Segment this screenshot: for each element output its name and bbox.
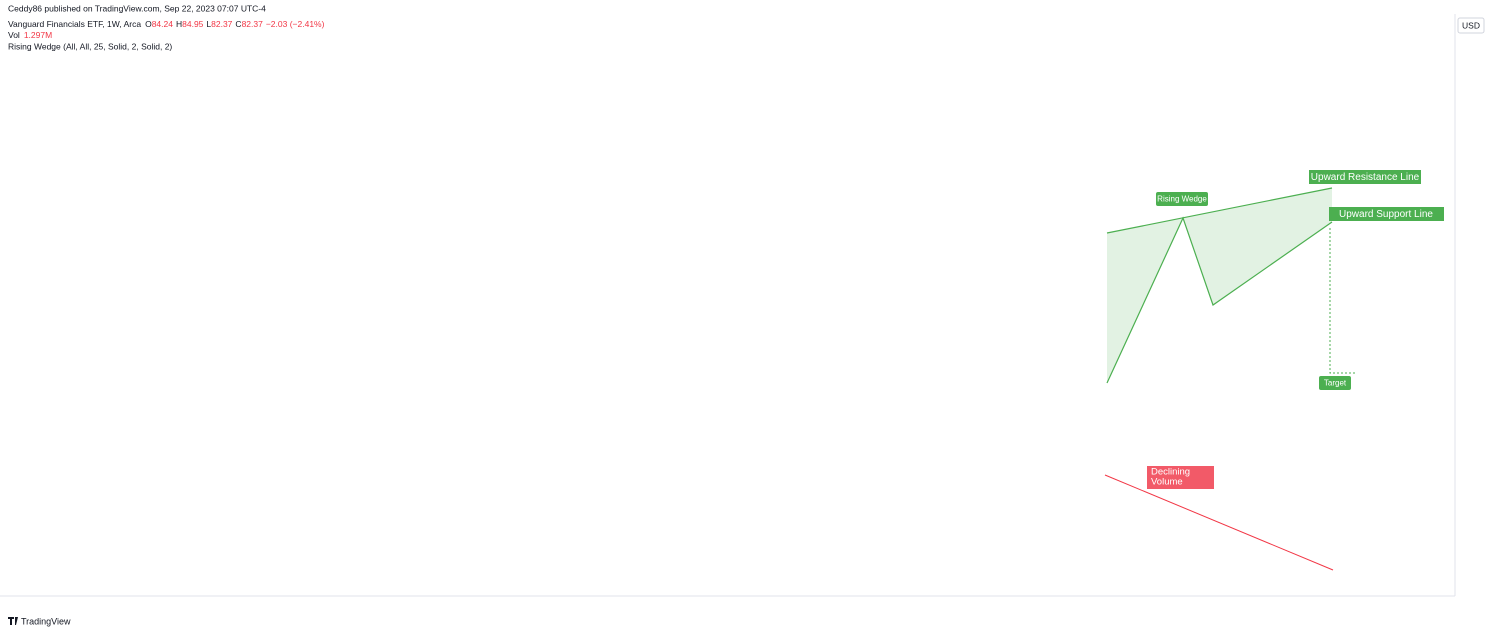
- support-label: Upward Support Line: [1339, 209, 1433, 220]
- volume-note: Volume: [1151, 477, 1183, 488]
- footer: TradingView: [21, 616, 71, 626]
- currency-box: [1457, 17, 1485, 34]
- low: 82.37: [211, 19, 233, 29]
- open: 84.24: [152, 19, 174, 29]
- l-label: L: [206, 19, 211, 29]
- symbol: Vanguard Financials ETF, 1W, Arca: [8, 19, 141, 29]
- header: Ceddy86 published on TradingView.com, Se…: [8, 3, 325, 626]
- target-line: [1329, 228, 1355, 374]
- indicator: Rising Wedge (All, All, 25, Solid, 2, So…: [8, 41, 172, 51]
- volume-note-box: [1147, 466, 1214, 489]
- o-label: O: [145, 19, 152, 29]
- logo: [8, 617, 18, 625]
- publisher: Ceddy86 published on TradingView.com, Se…: [8, 3, 266, 13]
- wedge-fill: [1107, 188, 1332, 383]
- vol-line: Vol 1.297M: [8, 30, 52, 40]
- currency: USD: [1462, 20, 1480, 30]
- vol-label: Vol: [8, 30, 20, 40]
- change: −2.03 (−2.41%): [266, 19, 325, 29]
- declining-volume-line: [1104, 474, 1334, 571]
- target-label: Target: [1324, 379, 1347, 388]
- high: 84.95: [182, 19, 204, 29]
- close: 82.37: [242, 19, 264, 29]
- support-line: [1106, 216, 1333, 384]
- wedge-label: Rising Wedge: [1157, 195, 1207, 204]
- c-label: C: [235, 19, 241, 29]
- symbol-line: Vanguard Financials ETF, 1W, Arca O84.24 H…: [8, 19, 325, 29]
- resistance-label: Upward Resistance Line: [1311, 172, 1420, 183]
- h-label: H: [176, 19, 182, 29]
- target-label-box: [1319, 376, 1351, 390]
- resistance-label-box: [1309, 170, 1421, 184]
- resistance-line: [1106, 187, 1333, 234]
- wedge-label-box: [1156, 192, 1208, 206]
- annotations: Rising Wedge Upward Resistance Line Upwa…: [1104, 170, 1444, 571]
- support-label-box: [1329, 207, 1444, 221]
- axes: USD: [0, 14, 1485, 597]
- vol: 1.297M: [24, 30, 52, 40]
- volume-note: Declining: [1151, 467, 1190, 478]
